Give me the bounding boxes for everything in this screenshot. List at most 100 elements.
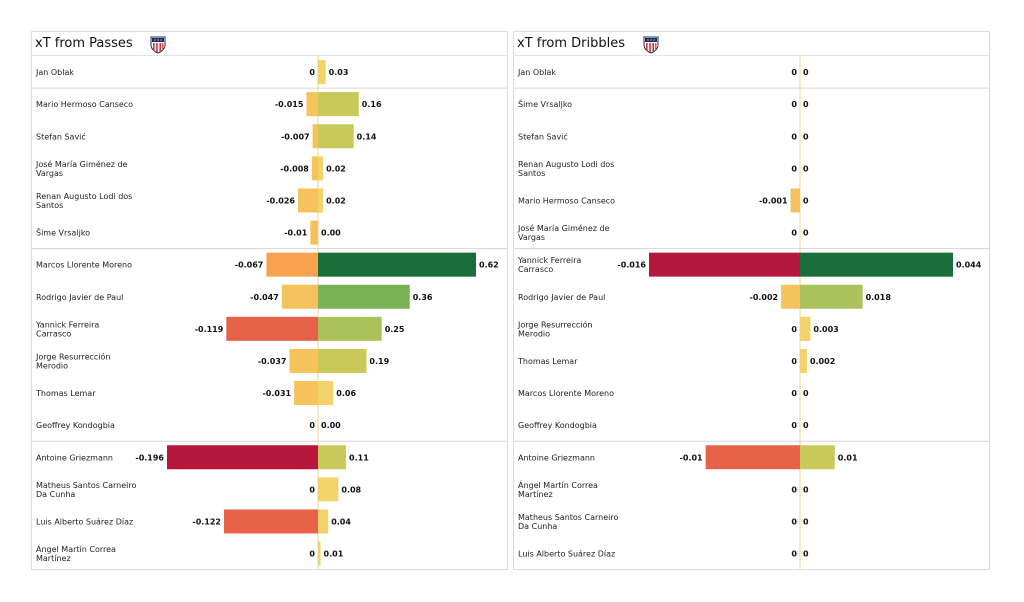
- negative-value-label: -0.047: [250, 293, 279, 302]
- dribbles-panel: xT from Dribbles Jan Oblak 0 0 Šime Vrsaljk…: [513, 31, 990, 570]
- player-name-line: Renan Augusto Lodi dos: [518, 160, 614, 169]
- player-name-line: Thomas Lemar: [517, 357, 578, 366]
- positive-value-label: 0.08: [341, 485, 361, 494]
- positive-value-label: 0.018: [866, 293, 892, 302]
- negative-xt-bar: [281, 284, 318, 309]
- player-name-line: Luis Alberto Suárez Díaz: [518, 550, 615, 559]
- player-name-line: Geoffrey Kondogbia: [36, 421, 115, 430]
- negative-value-label: -0.196: [135, 453, 164, 462]
- positive-value-label: 0: [803, 389, 809, 398]
- positive-value-label: 0.01: [838, 453, 858, 462]
- positive-xt-bar: [318, 188, 324, 213]
- positive-value-label: 0: [803, 550, 809, 559]
- atletico-madrid-crest-icon: [150, 36, 166, 54]
- player-name-line: Yannick Ferreira: [35, 320, 99, 329]
- negative-value-label: -0.008: [280, 164, 309, 173]
- negative-value-label: -0.015: [275, 100, 304, 109]
- positive-value-label: 0.002: [810, 357, 835, 366]
- player-name-label: Marcos Llorente Moreno: [36, 261, 132, 270]
- player-name-label: Thomas Lemar: [35, 389, 96, 398]
- player-name-line: Matheus Santos Carneiro: [36, 481, 136, 490]
- player-name-line: Merodio: [36, 361, 68, 370]
- positive-value-label: 0: [803, 229, 809, 238]
- player-name-label: José María Giménez de Vargas: [35, 159, 128, 178]
- player-name-label: Yannick Ferreira Carrasco: [517, 256, 581, 274]
- positive-xt-bar: [800, 316, 811, 341]
- negative-value-label: 0: [791, 229, 797, 238]
- player-name-line: Matheus Santos Carneiro: [518, 513, 618, 522]
- negative-xt-bar: [226, 316, 318, 341]
- player-name-line: Rodrigo Javier de Paul: [36, 293, 123, 302]
- player-name-label: Matheus Santos Carneiro Da Cunha: [518, 513, 618, 531]
- negative-xt-bar: [705, 445, 800, 470]
- player-name-line: Jorge Resurrección: [517, 319, 592, 329]
- player-name-line: Ángel Martín Correa: [36, 543, 116, 554]
- negative-xt-bar: [790, 188, 800, 213]
- positive-value-label: 0.044: [956, 261, 982, 270]
- positive-value-label: 0.01: [324, 550, 344, 559]
- positive-value-label: 0.04: [331, 517, 351, 526]
- player-name-label: Antoine Griezmann: [36, 453, 113, 462]
- player-name-label: Renan Augusto Lodi dos Santos: [36, 192, 132, 210]
- passes-title: xT from Passes: [35, 36, 133, 51]
- player-name-label: Thomas Lemar: [517, 357, 578, 366]
- player-name-label: Geoffrey Kondogbia: [36, 421, 115, 430]
- player-name-label: Jan Oblak: [35, 68, 74, 77]
- player-name-line: Santos: [518, 169, 545, 178]
- player-name-label: Rodrigo Javier de Paul: [518, 293, 605, 302]
- positive-value-label: 0.62: [479, 261, 499, 270]
- positive-xt-bar: [800, 252, 953, 277]
- negative-value-label: 0: [791, 485, 797, 494]
- player-name-label: Matheus Santos Carneiro Da Cunha: [36, 481, 136, 499]
- negative-value-label: 0: [791, 164, 797, 173]
- negative-value-label: -0.002: [750, 293, 779, 302]
- player-name-line: Martínez: [36, 554, 71, 563]
- negative-value-label: -0.031: [262, 389, 291, 398]
- player-name-line: Stefan Savić: [518, 131, 568, 141]
- positive-value-label: 0.02: [326, 196, 346, 205]
- player-name-label: Stefan Savić: [518, 131, 568, 141]
- negative-value-label: -0.01: [284, 229, 307, 238]
- player-name-line: Luis Alberto Suárez Díaz: [36, 517, 133, 526]
- negative-value-label: 0: [791, 550, 797, 559]
- negative-value-label: 0: [791, 100, 797, 109]
- negative-value-label: -0.067: [235, 261, 264, 270]
- player-name-label: Šime Vrsaljko: [36, 227, 90, 238]
- positive-xt-bar: [318, 316, 382, 341]
- negative-value-label: 0: [309, 68, 315, 77]
- positive-value-label: 0.14: [357, 132, 377, 141]
- player-name-line: Šime Vrsaljko: [518, 98, 572, 109]
- player-name-line: Antoine Griezmann: [36, 453, 113, 462]
- negative-value-label: 0: [309, 550, 315, 559]
- positive-value-label: 0: [803, 196, 809, 205]
- negative-xt-bar: [224, 509, 318, 534]
- player-name-label: Luis Alberto Suárez Díaz: [518, 550, 615, 559]
- player-name-line: Ángel Martín Correa: [518, 479, 598, 490]
- player-name-label: Rodrigo Javier de Paul: [36, 293, 123, 302]
- player-name-label: Šime Vrsaljko: [518, 98, 572, 109]
- player-name-label: Marcos Llorente Moreno: [518, 389, 614, 398]
- player-name-line: Rodrigo Javier de Paul: [518, 293, 605, 302]
- player-name-line: Santos: [36, 201, 63, 210]
- positive-value-label: 0.19: [369, 357, 389, 366]
- positive-value-label: 0: [803, 164, 809, 173]
- player-name-line: José María Giménez de: [517, 223, 610, 233]
- negative-xt-bar: [294, 381, 318, 406]
- positive-xt-bar: [318, 124, 354, 149]
- positive-value-label: 0.16: [362, 100, 382, 109]
- player-name-line: Carrasco: [36, 329, 71, 338]
- player-name-label: Jorge Resurrección Merodio: [35, 351, 110, 370]
- player-name-line: Thomas Lemar: [35, 389, 96, 398]
- negative-xt-bar: [649, 252, 800, 277]
- negative-xt-bar: [306, 92, 318, 117]
- negative-value-label: -0.119: [195, 325, 224, 334]
- positive-xt-bar: [318, 381, 334, 406]
- negative-xt-bar: [311, 156, 318, 181]
- positive-value-label: 0.02: [326, 164, 346, 173]
- negative-value-label: 0: [309, 485, 315, 494]
- positive-xt-bar: [800, 284, 863, 309]
- negative-value-label: 0: [791, 325, 797, 334]
- positive-value-label: 0: [803, 517, 809, 526]
- positive-value-label: 0.00: [321, 421, 341, 430]
